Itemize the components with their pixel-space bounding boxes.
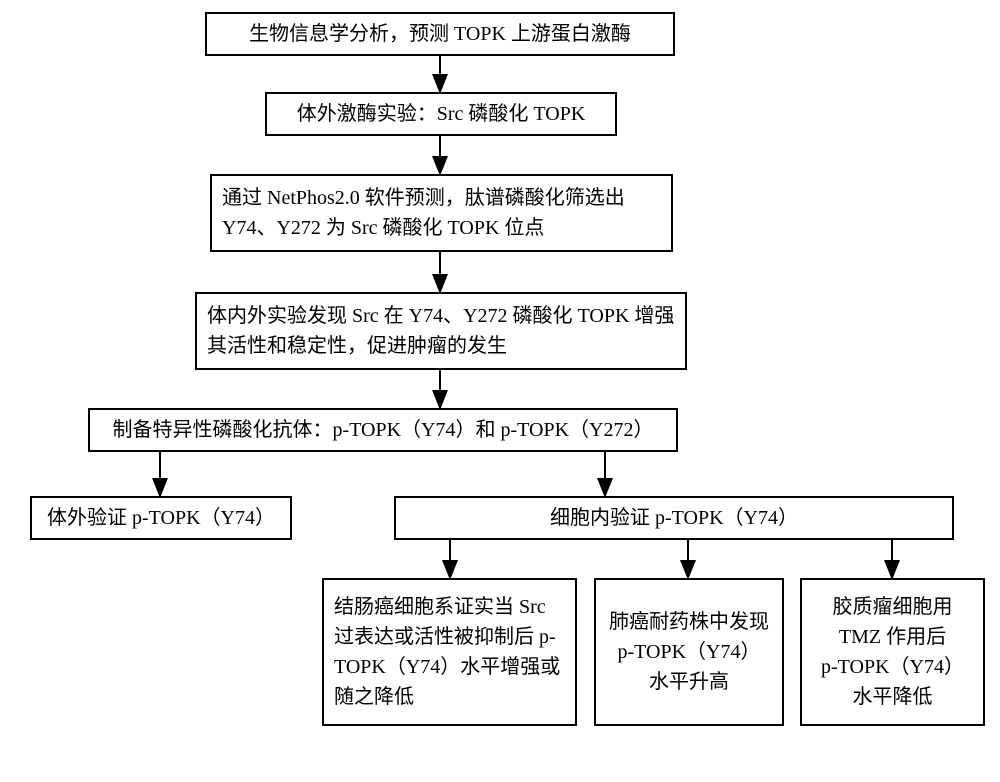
node-text: 通过 NetPhos2.0 软件预测，肽谱磷酸化筛选出 Y74、Y272 为 S… — [222, 183, 661, 243]
node-text: 生物信息学分析，预测 TOPK 上游蛋白激酶 — [249, 19, 631, 49]
node-glioma: 胶质瘤细胞用 TMZ 作用后 p-TOPK（Y74） 水平降低 — [800, 578, 985, 726]
node-kinase-assay: 体外激酶实验：Src 磷酸化 TOPK — [265, 92, 617, 136]
node-text: 胶质瘤细胞用 TMZ 作用后 p-TOPK（Y74） 水平降低 — [812, 592, 973, 712]
node-text: 结肠癌细胞系证实当 Src 过表达或活性被抑制后 p-TOPK（Y74）水平增强… — [334, 592, 565, 712]
node-bioinformatics: 生物信息学分析，预测 TOPK 上游蛋白激酶 — [205, 12, 675, 56]
node-text: 制备特异性磷酸化抗体：p-TOPK（Y74）和 p-TOPK（Y272） — [113, 415, 654, 445]
node-netphos: 通过 NetPhos2.0 软件预测，肽谱磷酸化筛选出 Y74、Y272 为 S… — [210, 174, 673, 252]
node-text: 肺癌耐药株中发现 p-TOPK（Y74） 水平升高 — [609, 607, 769, 697]
node-antibody: 制备特异性磷酸化抗体：p-TOPK（Y74）和 p-TOPK（Y272） — [88, 408, 678, 452]
node-text: 体外验证 p-TOPK（Y74） — [47, 503, 275, 533]
node-invitro-verify: 体外验证 p-TOPK（Y74） — [30, 496, 292, 540]
node-experiments: 体内外实验发现 Src 在 Y74、Y272 磷酸化 TOPK 增强其活性和稳定… — [195, 292, 687, 370]
node-colon-cancer: 结肠癌细胞系证实当 Src 过表达或活性被抑制后 p-TOPK（Y74）水平增强… — [322, 578, 577, 726]
node-text: 体外激酶实验：Src 磷酸化 TOPK — [297, 99, 586, 129]
node-text: 细胞内验证 p-TOPK（Y74） — [550, 503, 798, 533]
node-cell-verify: 细胞内验证 p-TOPK（Y74） — [394, 496, 954, 540]
node-lung-cancer: 肺癌耐药株中发现 p-TOPK（Y74） 水平升高 — [594, 578, 784, 726]
node-text: 体内外实验发现 Src 在 Y74、Y272 磷酸化 TOPK 增强其活性和稳定… — [207, 301, 675, 361]
